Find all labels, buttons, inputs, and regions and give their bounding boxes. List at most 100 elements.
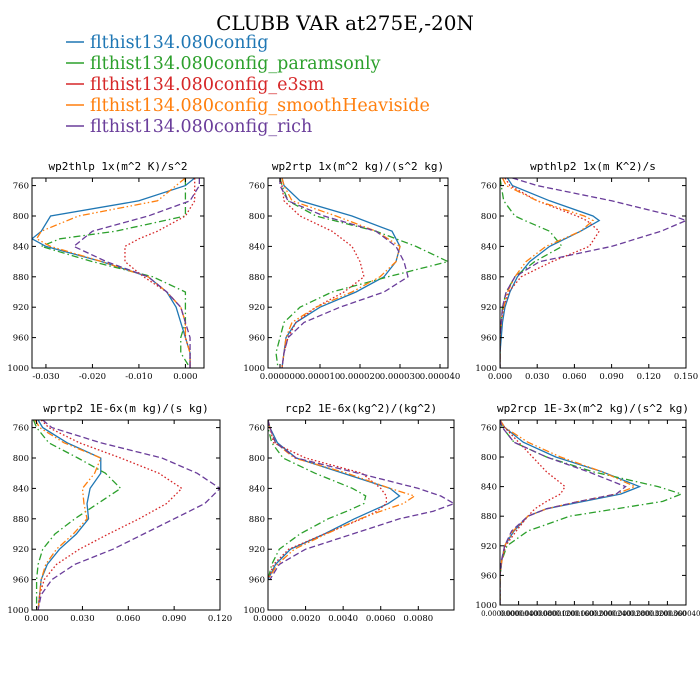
series-line-5 (500, 420, 627, 605)
x-tick-label: 0.0000000 (481, 610, 519, 618)
y-tick-label: 960 (249, 334, 265, 344)
x-tick-label: 0.0000360 (648, 610, 686, 618)
x-tick-label: 0.0060 (366, 614, 396, 624)
y-tick-label: 840 (249, 242, 265, 252)
x-tick-label: 0.0000280 (611, 610, 649, 618)
y-tick-label: 1000 (475, 364, 497, 374)
series-line-1 (37, 420, 102, 610)
panel-3: wpthlp2 1x(m K^2)/s 760 800 840 880 920 960 100… (475, 160, 698, 382)
panel-1: wp2thlp 1x(m^2 K)/s^2 760 800 840 880 920 960 1… (7, 160, 205, 382)
legend-entry-1: flthist134.080config (90, 33, 268, 53)
series-line-1 (500, 420, 642, 605)
panel-title: rcp2 1E-6x(kg^2)/(kg^2) (285, 402, 437, 415)
x-tick-label: 0.000010 (300, 372, 341, 382)
series-line-3 (279, 178, 365, 368)
x-tick-label: 0.0000080 (518, 610, 556, 618)
x-tick-label: 0.120 (637, 372, 661, 382)
series-line-5 (268, 420, 454, 580)
series-line-1 (281, 178, 401, 368)
x-tick-label: 0.0080 (403, 614, 433, 624)
x-tick-label: 0.0000240 (593, 610, 631, 618)
series-line-1 (32, 178, 196, 368)
panel-title: wp2rcp 1E-3x(m^2 kg)/(s^2 kg) (497, 402, 689, 415)
y-tick-label: 880 (249, 273, 265, 283)
y-tick-label: 760 (13, 182, 29, 192)
y-tick-label: 760 (481, 423, 497, 433)
x-tick-label: 0.150 (674, 372, 698, 382)
series-line-4 (281, 178, 401, 368)
series-line-5 (279, 178, 409, 368)
y-tick-label: 840 (249, 484, 265, 494)
panel-title: wp2thlp 1x(m^2 K)/s^2 (48, 160, 187, 173)
y-tick-label: 760 (249, 182, 265, 192)
y-tick-label: 800 (249, 454, 265, 464)
y-tick-label: 880 (481, 512, 497, 522)
legend-entry-3: flthist134.080config_e3sm (90, 75, 325, 95)
x-tick-label: 0.0000200 (574, 610, 612, 618)
x-tick-label: 0.0000040 (500, 610, 538, 618)
y-tick-label: 1000 (243, 606, 265, 616)
series-line-3 (500, 178, 601, 368)
y-tick-label: 840 (481, 242, 497, 252)
y-tick-label: 920 (13, 545, 29, 555)
y-tick-label: 880 (249, 515, 265, 525)
series-line-4 (500, 178, 595, 368)
y-tick-label: 920 (249, 303, 265, 313)
plot-frame (31, 177, 205, 369)
x-tick-label: 0.090 (162, 614, 186, 624)
y-tick-label: 960 (13, 334, 29, 344)
panel-5: rcp2 1E-6x(kg^2)/(kg^2) 760 800 840 880 920 96… (243, 402, 455, 624)
series-line-2 (268, 420, 367, 580)
y-tick-label: 1000 (243, 364, 265, 374)
y-tick-label: 800 (13, 454, 29, 464)
series-line-2 (32, 420, 122, 610)
y-tick-label: 880 (13, 273, 29, 283)
figure-title: CLUBB VAR at275E,-20N (216, 11, 474, 35)
x-tick-label: 0.000020 (340, 372, 381, 382)
legend-entry-4: flthist134.080config_smoothHeaviside (90, 96, 430, 116)
plot-frame (267, 419, 455, 611)
x-tick-label: 0.060 (562, 372, 586, 382)
y-tick-label: 840 (13, 242, 29, 252)
panel-title: wp2rtp 1x(m^2 kg)/(s^2 kg) (272, 160, 444, 173)
x-tick-label: 0.0000 (253, 614, 283, 624)
series-line-4 (268, 420, 417, 580)
y-tick-label: 1000 (475, 601, 497, 611)
x-tick-label: 0.000030 (380, 372, 421, 382)
y-tick-label: 960 (481, 571, 497, 581)
y-tick-label: 800 (481, 212, 497, 222)
y-tick-label: 1000 (7, 364, 29, 374)
series-line-2 (500, 178, 563, 368)
x-tick-label: 0.000 (24, 614, 48, 624)
y-tick-label: 840 (481, 483, 497, 493)
legend-entry-5: flthist134.080config_rich (90, 117, 312, 137)
y-tick-label: 1000 (7, 606, 29, 616)
x-tick-label: 0.000000 (260, 372, 301, 382)
x-tick-label: 0.0040 (328, 614, 358, 624)
x-tick-label: 0.000 (173, 372, 197, 382)
x-tick-label: 0.000 (488, 372, 512, 382)
plot-frame (267, 177, 449, 369)
y-tick-label: 800 (249, 212, 265, 222)
panels: wp2thlp 1x(m^2 K)/s^2 760 800 840 880 920 960 1… (7, 160, 700, 624)
y-tick-label: 920 (13, 303, 29, 313)
plot-frame (31, 419, 221, 611)
x-tick-label: 0.060 (116, 614, 140, 624)
x-tick-label: 0.0000120 (537, 610, 575, 618)
y-tick-label: 760 (13, 424, 29, 434)
y-tick-label: 960 (481, 334, 497, 344)
x-tick-label: -0.020 (79, 372, 106, 382)
x-tick-label: 0.0000320 (630, 610, 668, 618)
series-line-5 (72, 178, 200, 368)
series-line-3 (500, 420, 566, 605)
y-tick-label: 760 (481, 182, 497, 192)
series-line-5 (37, 420, 220, 610)
panel-6: wp2rcp 1E-3x(m^2 kg)/(s^2 kg)760 800 840 88… (475, 402, 700, 618)
series-line-4 (34, 420, 102, 610)
y-tick-label: 960 (13, 576, 29, 586)
y-tick-label: 760 (249, 424, 265, 434)
x-tick-label: 0.000040 (420, 372, 461, 382)
series-line-2 (39, 178, 191, 368)
